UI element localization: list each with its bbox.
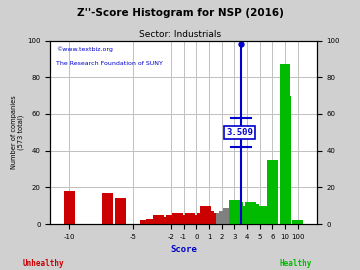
Bar — [178, 215, 189, 224]
X-axis label: Score: Score — [170, 245, 197, 254]
Y-axis label: Number of companies
(573 total): Number of companies (573 total) — [11, 95, 24, 169]
Bar — [102, 193, 113, 224]
Bar — [245, 202, 256, 224]
Text: Unhealthy: Unhealthy — [22, 259, 64, 268]
Bar — [172, 213, 183, 224]
Bar — [280, 96, 291, 224]
Bar — [210, 215, 221, 224]
Bar — [153, 215, 163, 224]
Bar — [204, 211, 214, 224]
Bar — [229, 200, 240, 224]
Bar — [181, 217, 192, 224]
Bar — [292, 220, 303, 224]
Bar — [220, 211, 230, 224]
Bar — [185, 213, 195, 224]
Bar — [251, 208, 262, 224]
Bar — [147, 219, 157, 224]
Bar — [213, 215, 224, 224]
Bar — [197, 213, 208, 224]
Bar — [175, 215, 186, 224]
Text: 3.509: 3.509 — [226, 128, 253, 137]
Bar — [194, 215, 205, 224]
Bar — [115, 198, 126, 224]
Bar — [238, 206, 249, 224]
Bar — [222, 208, 233, 224]
Bar — [64, 191, 75, 224]
Bar — [159, 217, 170, 224]
Bar — [242, 208, 252, 224]
Bar — [169, 217, 180, 224]
Bar — [226, 210, 237, 224]
Bar — [64, 206, 75, 224]
Bar — [248, 204, 259, 224]
Text: Z''-Score Histogram for NSP (2016): Z''-Score Histogram for NSP (2016) — [77, 8, 283, 18]
Text: ©www.textbiz.org: ©www.textbiz.org — [56, 46, 113, 52]
Bar — [140, 220, 151, 224]
Bar — [232, 202, 243, 224]
Text: Healthy: Healthy — [279, 259, 311, 268]
Text: Sector: Industrials: Sector: Industrials — [139, 30, 221, 39]
Bar — [264, 213, 275, 224]
Bar — [216, 213, 227, 224]
Bar — [267, 160, 278, 224]
Bar — [207, 213, 217, 224]
Bar — [261, 208, 271, 224]
Bar — [280, 64, 291, 224]
Bar — [254, 210, 265, 224]
Text: The Research Foundation of SUNY: The Research Foundation of SUNY — [56, 61, 163, 66]
Bar — [188, 215, 198, 224]
Bar — [235, 220, 246, 224]
Bar — [166, 215, 176, 224]
Bar — [201, 206, 211, 224]
Bar — [257, 206, 268, 224]
Bar — [191, 217, 202, 224]
